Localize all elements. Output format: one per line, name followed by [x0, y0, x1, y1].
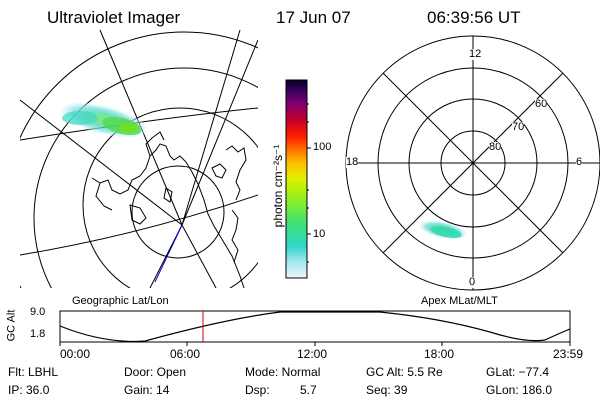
time-label: 06:39:56 UT	[427, 8, 521, 27]
mlt-label-18: 18	[346, 156, 359, 168]
ip-status: IP: 36.0	[8, 383, 50, 397]
altitude-tick-9: 9.0	[30, 306, 46, 318]
coastlines	[91, 131, 247, 288]
dsp-value: 5.7	[300, 383, 317, 397]
meridian-line	[20, 99, 183, 226]
altitude-plot-frame	[59, 310, 571, 343]
latitude-circle-70	[82, 107, 258, 288]
gc-alt-status: GC Alt: 5.5 Re	[366, 365, 443, 379]
colorbar-label-10: 10	[313, 228, 326, 240]
satellite-track-line	[154, 224, 183, 283]
colorbar-unit-label: photon cm⁻²s⁻¹	[271, 144, 285, 228]
colorbar-label-100: 100	[313, 141, 332, 153]
apex-polar-plot	[345, 35, 600, 291]
glat-status: GLat: −77.4	[486, 365, 550, 379]
meridian-line	[181, 29, 241, 226]
time-tick-2359: 23:59	[553, 347, 584, 361]
mlt-line-diagonal	[382, 72, 564, 254]
time-tick-0000: 00:00	[60, 347, 91, 361]
mlt-label-0: 0	[469, 276, 476, 288]
mlat-label-60: 60	[535, 98, 548, 110]
instrument-title: Ultraviolet Imager	[47, 8, 181, 27]
mlat-label-70: 70	[512, 121, 525, 133]
geographic-panel-label: Geographic Lat/Lon	[72, 295, 169, 307]
latitude-circle-80	[131, 165, 225, 259]
filter-status: Flt: LBHL	[8, 365, 59, 379]
meridian-line	[181, 39, 258, 226]
meridian-line	[181, 224, 217, 288]
seq-status: Seq: 39	[366, 383, 408, 397]
map-horizon-circle	[20, 31, 258, 288]
geographic-auroral-emission	[61, 102, 147, 138]
door-status: Door: Open	[124, 365, 187, 379]
gain-status: Gain: 14	[124, 383, 170, 397]
latitude-arc	[20, 194, 258, 256]
apex-panel-label: Apex MLat/MLT	[421, 295, 498, 307]
geographic-map-panel	[20, 29, 258, 288]
glon-status: GLon: 186.0	[486, 383, 553, 397]
mode-status: Mode: Normal	[245, 365, 321, 379]
altitude-x-ticks	[59, 342, 571, 346]
mlat-label-80: 80	[489, 141, 502, 153]
time-tick-0600: 06:00	[170, 347, 201, 361]
time-tick-1200: 12:00	[297, 347, 328, 361]
mlt-label-12: 12	[469, 48, 482, 60]
altitude-curve	[59, 311, 571, 342]
time-tick-1800: 18:00	[424, 347, 455, 361]
polar-auroral-emission	[419, 220, 467, 240]
date-label: 17 Jun 07	[276, 8, 351, 27]
latitude-arc	[20, 107, 258, 141]
mlt-label-6: 6	[576, 156, 583, 168]
colorbar-scale	[285, 79, 308, 279]
dsp-label: Dsp:	[245, 383, 270, 397]
latitude-circle-60	[33, 67, 258, 288]
altitude-tick-1-8: 1.8	[30, 328, 46, 340]
altitude-axis-label: GC Alt	[5, 309, 18, 342]
